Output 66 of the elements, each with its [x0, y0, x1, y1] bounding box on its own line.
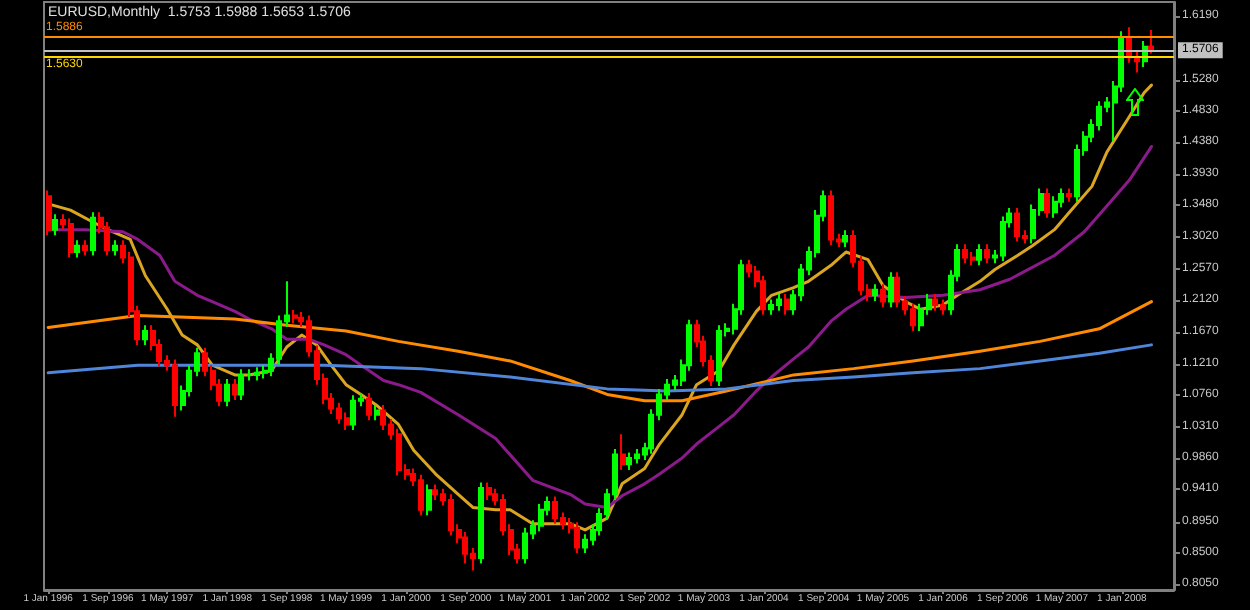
candlestick	[90, 211, 96, 257]
candlestick	[432, 483, 438, 501]
candlestick	[872, 283, 878, 302]
line-series	[46, 83, 1153, 532]
candlestick	[254, 366, 260, 382]
candlestick	[1134, 49, 1140, 74]
candlestick	[224, 378, 230, 408]
candlestick	[716, 324, 722, 388]
candlestick	[380, 403, 386, 432]
candlestick	[344, 411, 350, 432]
candlestick	[828, 189, 834, 247]
candlestick	[418, 473, 424, 517]
candlestick	[888, 271, 894, 309]
candlestick	[68, 217, 74, 259]
candlestick	[350, 394, 356, 432]
candlestick	[932, 292, 938, 312]
candlestick	[112, 239, 118, 257]
candlestick	[1000, 215, 1006, 263]
candlestick	[574, 521, 580, 554]
candlestick	[1014, 207, 1020, 243]
line-series	[46, 343, 1153, 393]
candlestick	[238, 368, 244, 402]
candlestick	[336, 401, 342, 425]
candlestick	[538, 503, 544, 533]
candlestick	[784, 292, 790, 316]
candlestick	[626, 451, 632, 471]
candlestick	[366, 392, 372, 422]
candlestick	[462, 531, 468, 565]
candlestick	[634, 447, 640, 465]
candlestick	[1148, 29, 1154, 55]
candlestick	[448, 493, 454, 537]
candlestick	[970, 251, 976, 267]
candlestick	[984, 243, 990, 265]
candlestick	[74, 239, 80, 259]
candlestick	[1066, 187, 1072, 203]
candlestick	[426, 483, 432, 517]
candlestick	[768, 298, 774, 316]
candlestick	[374, 403, 380, 422]
candlestick	[232, 378, 238, 402]
candlestick	[142, 324, 148, 346]
candlestick	[776, 292, 782, 312]
candlestick	[1052, 195, 1058, 219]
candlestick	[620, 433, 626, 471]
candlestick	[292, 308, 298, 325]
candlestick	[918, 302, 924, 332]
candlestick	[962, 243, 968, 265]
candlestick	[760, 274, 766, 316]
candlestick	[552, 495, 558, 525]
candlestick	[976, 243, 982, 267]
candlestick	[104, 220, 110, 257]
candlestick	[522, 526, 528, 565]
candlestick	[46, 189, 52, 237]
candlestick	[52, 213, 58, 237]
candlestick	[1044, 187, 1050, 219]
candlestick	[894, 271, 900, 309]
candlestick	[486, 481, 492, 501]
candlestick	[172, 358, 178, 418]
candlestick	[396, 427, 402, 477]
candlestick	[82, 239, 88, 257]
candlestick	[910, 302, 916, 332]
candlestick	[940, 298, 946, 316]
candlestick	[842, 229, 848, 249]
candlestick	[746, 258, 752, 279]
line-series	[46, 300, 1153, 403]
candlestick	[880, 283, 886, 309]
candlestick	[478, 481, 484, 565]
